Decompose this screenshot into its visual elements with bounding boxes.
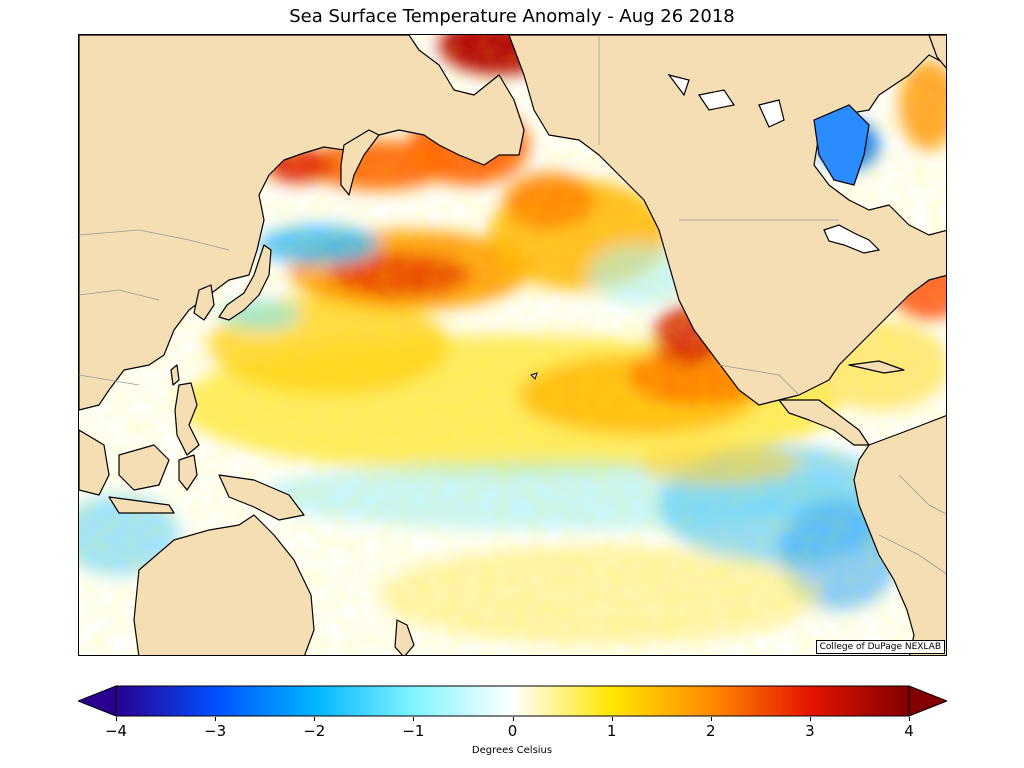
- arctic-islands: [667, 74, 785, 128]
- colorbar-tick-label: −4: [104, 722, 128, 740]
- colorbar-tick-mark: [909, 717, 910, 721]
- land-australia: [133, 514, 315, 655]
- land-asia: [79, 35, 525, 411]
- land-sumatra: [79, 429, 110, 496]
- land-hawaii: [530, 372, 538, 380]
- colorbar-tick-label: −1: [402, 722, 425, 740]
- land-new-guinea: [218, 474, 305, 521]
- land-philippines: [174, 382, 200, 456]
- sst-anomaly-map: College of DuPage NEXLAB: [78, 34, 947, 656]
- colorbar-gradient: [115, 685, 910, 717]
- land-kamchatka: [340, 129, 380, 196]
- land-new-zealand: [394, 619, 415, 655]
- colorbar-tick-mark: [314, 717, 316, 721]
- land-south-america: [853, 415, 946, 655]
- land-cuba: [848, 360, 905, 374]
- colorbar-tick-mark: [710, 717, 712, 721]
- colorbar-tick-mark: [116, 717, 117, 721]
- land-japan: [218, 244, 272, 321]
- map-canvas: College of DuPage NEXLAB: [79, 35, 946, 655]
- land-java: [108, 496, 175, 514]
- colorbar-tick-mark: [413, 717, 415, 721]
- chart-title: Sea Surface Temperature Anomaly - Aug 26…: [289, 6, 735, 27]
- political-borders: [79, 35, 946, 575]
- colorbar-extend-low: [78, 685, 117, 717]
- colorbar-tick-label: 0: [507, 722, 518, 740]
- colorbar-tick-label: 3: [805, 722, 815, 740]
- colorbar-tick-label: 4: [904, 722, 914, 740]
- credit-label: College of DuPage NEXLAB: [815, 640, 945, 654]
- land-central-america: [778, 399, 870, 446]
- colorbar-tick-mark: [809, 717, 811, 721]
- colorbar: [78, 685, 947, 717]
- hudson-bay: [813, 104, 870, 186]
- colorbar-tick-label: −3: [204, 722, 227, 740]
- colorbar-tick-mark: [611, 717, 613, 721]
- colorbar-extend-high: [908, 685, 947, 717]
- colorbar-tick-mark: [512, 717, 514, 721]
- colorbar-tick-mark: [215, 717, 217, 721]
- colorbar-tick-label: 1: [606, 722, 617, 740]
- land-borneo: [118, 444, 170, 491]
- inland-water: [667, 74, 881, 254]
- colorbar-tick-label: 2: [705, 722, 716, 740]
- land-sulawesi: [178, 454, 198, 491]
- land-korea: [193, 284, 215, 321]
- great-lakes: [823, 224, 881, 254]
- colorbar-tick-label: −2: [303, 722, 326, 740]
- land-taiwan: [170, 364, 180, 386]
- land-greenland: [928, 35, 946, 69]
- colorbar-label: Degrees Celsius: [471, 745, 553, 756]
